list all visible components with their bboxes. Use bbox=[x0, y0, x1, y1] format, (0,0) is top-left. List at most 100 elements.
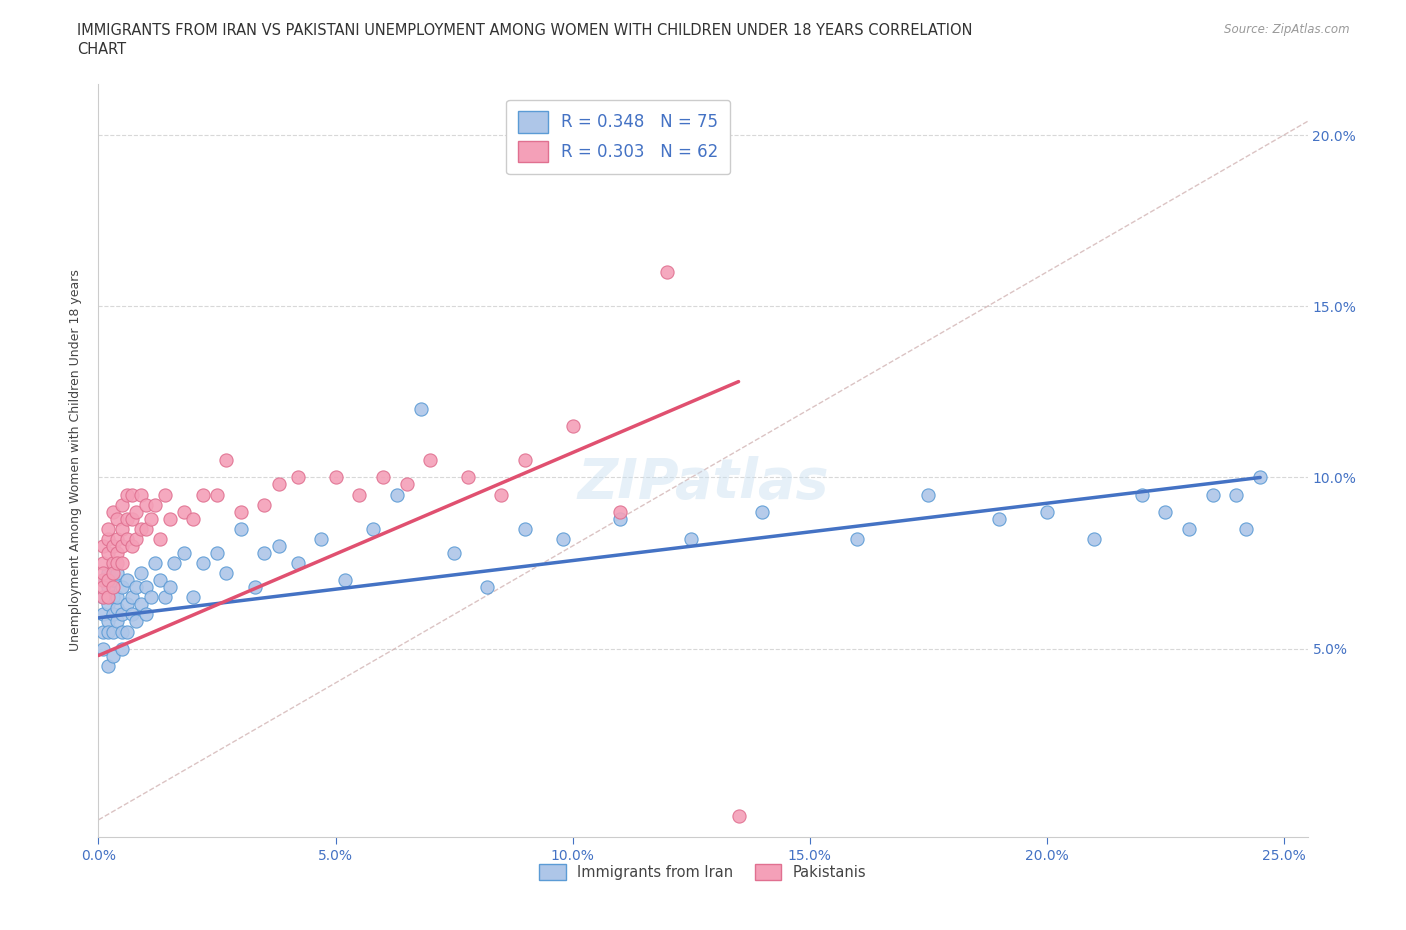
Point bbox=[135, 607, 157, 622]
Point bbox=[125, 579, 148, 594]
Point bbox=[347, 487, 370, 502]
Point bbox=[181, 512, 204, 526]
Point bbox=[561, 418, 583, 433]
Point bbox=[97, 597, 120, 612]
Point bbox=[105, 565, 128, 580]
Point bbox=[101, 504, 124, 519]
Point bbox=[917, 487, 939, 502]
Point bbox=[115, 532, 138, 547]
Point bbox=[181, 590, 204, 604]
Point bbox=[101, 538, 124, 553]
Point bbox=[97, 545, 120, 560]
Point bbox=[609, 504, 631, 519]
Point bbox=[1225, 487, 1247, 502]
Point bbox=[129, 522, 152, 537]
Point bbox=[253, 498, 276, 512]
Point bbox=[101, 607, 124, 622]
Point bbox=[97, 522, 120, 537]
Point bbox=[139, 590, 162, 604]
Point bbox=[91, 555, 114, 570]
Point bbox=[135, 579, 157, 594]
Point bbox=[1178, 522, 1201, 537]
Point bbox=[125, 504, 148, 519]
Point bbox=[91, 538, 114, 553]
Point bbox=[91, 624, 114, 639]
Point bbox=[105, 532, 128, 547]
Point bbox=[101, 590, 124, 604]
Point bbox=[163, 555, 186, 570]
Point bbox=[101, 555, 124, 570]
Point bbox=[173, 545, 195, 560]
Point bbox=[91, 565, 114, 580]
Point bbox=[97, 658, 120, 673]
Point bbox=[111, 498, 134, 512]
Point bbox=[111, 538, 134, 553]
Point bbox=[111, 522, 134, 537]
Point bbox=[91, 642, 114, 657]
Text: ZIPatlas: ZIPatlas bbox=[578, 456, 828, 510]
Point bbox=[91, 590, 114, 604]
Point bbox=[229, 504, 252, 519]
Point bbox=[115, 487, 138, 502]
Text: CHART: CHART bbox=[77, 42, 127, 57]
Point bbox=[91, 573, 114, 588]
Point bbox=[191, 555, 214, 570]
Point bbox=[477, 579, 499, 594]
Point bbox=[101, 624, 124, 639]
Point bbox=[121, 487, 143, 502]
Point bbox=[115, 597, 138, 612]
Point bbox=[129, 487, 152, 502]
Point bbox=[409, 402, 432, 417]
Point bbox=[101, 648, 124, 663]
Point bbox=[101, 565, 124, 580]
Point bbox=[101, 573, 124, 588]
Point bbox=[457, 470, 479, 485]
Point bbox=[139, 512, 162, 526]
Point bbox=[311, 532, 333, 547]
Point bbox=[681, 532, 703, 547]
Point bbox=[846, 532, 869, 547]
Point bbox=[215, 453, 238, 468]
Point bbox=[149, 573, 172, 588]
Point bbox=[385, 487, 408, 502]
Point bbox=[491, 487, 513, 502]
Point bbox=[553, 532, 575, 547]
Point bbox=[153, 590, 176, 604]
Point bbox=[159, 512, 181, 526]
Point bbox=[159, 579, 181, 594]
Point bbox=[1202, 487, 1225, 502]
Point bbox=[111, 579, 134, 594]
Point bbox=[121, 512, 143, 526]
Point bbox=[115, 512, 138, 526]
Point bbox=[111, 642, 134, 657]
Point bbox=[143, 498, 166, 512]
Point bbox=[91, 579, 114, 594]
Point bbox=[91, 607, 114, 622]
Point bbox=[215, 565, 238, 580]
Text: Source: ZipAtlas.com: Source: ZipAtlas.com bbox=[1225, 23, 1350, 36]
Point bbox=[515, 522, 537, 537]
Point bbox=[229, 522, 252, 537]
Point bbox=[267, 538, 290, 553]
Point bbox=[1234, 522, 1257, 537]
Point bbox=[105, 614, 128, 629]
Point bbox=[287, 470, 309, 485]
Point bbox=[111, 555, 134, 570]
Point bbox=[105, 512, 128, 526]
Point bbox=[443, 545, 465, 560]
Point bbox=[149, 532, 172, 547]
Point bbox=[325, 470, 347, 485]
Point bbox=[121, 590, 143, 604]
Point bbox=[97, 590, 120, 604]
Point bbox=[105, 555, 128, 570]
Point bbox=[97, 624, 120, 639]
Text: IMMIGRANTS FROM IRAN VS PAKISTANI UNEMPLOYMENT AMONG WOMEN WITH CHILDREN UNDER 1: IMMIGRANTS FROM IRAN VS PAKISTANI UNEMPL… bbox=[77, 23, 973, 38]
Legend: Immigrants from Iran, Pakistanis: Immigrants from Iran, Pakistanis bbox=[533, 857, 873, 886]
Point bbox=[727, 809, 749, 824]
Point bbox=[173, 504, 195, 519]
Point bbox=[111, 607, 134, 622]
Point bbox=[143, 555, 166, 570]
Point bbox=[125, 614, 148, 629]
Point bbox=[267, 477, 290, 492]
Point bbox=[1083, 532, 1105, 547]
